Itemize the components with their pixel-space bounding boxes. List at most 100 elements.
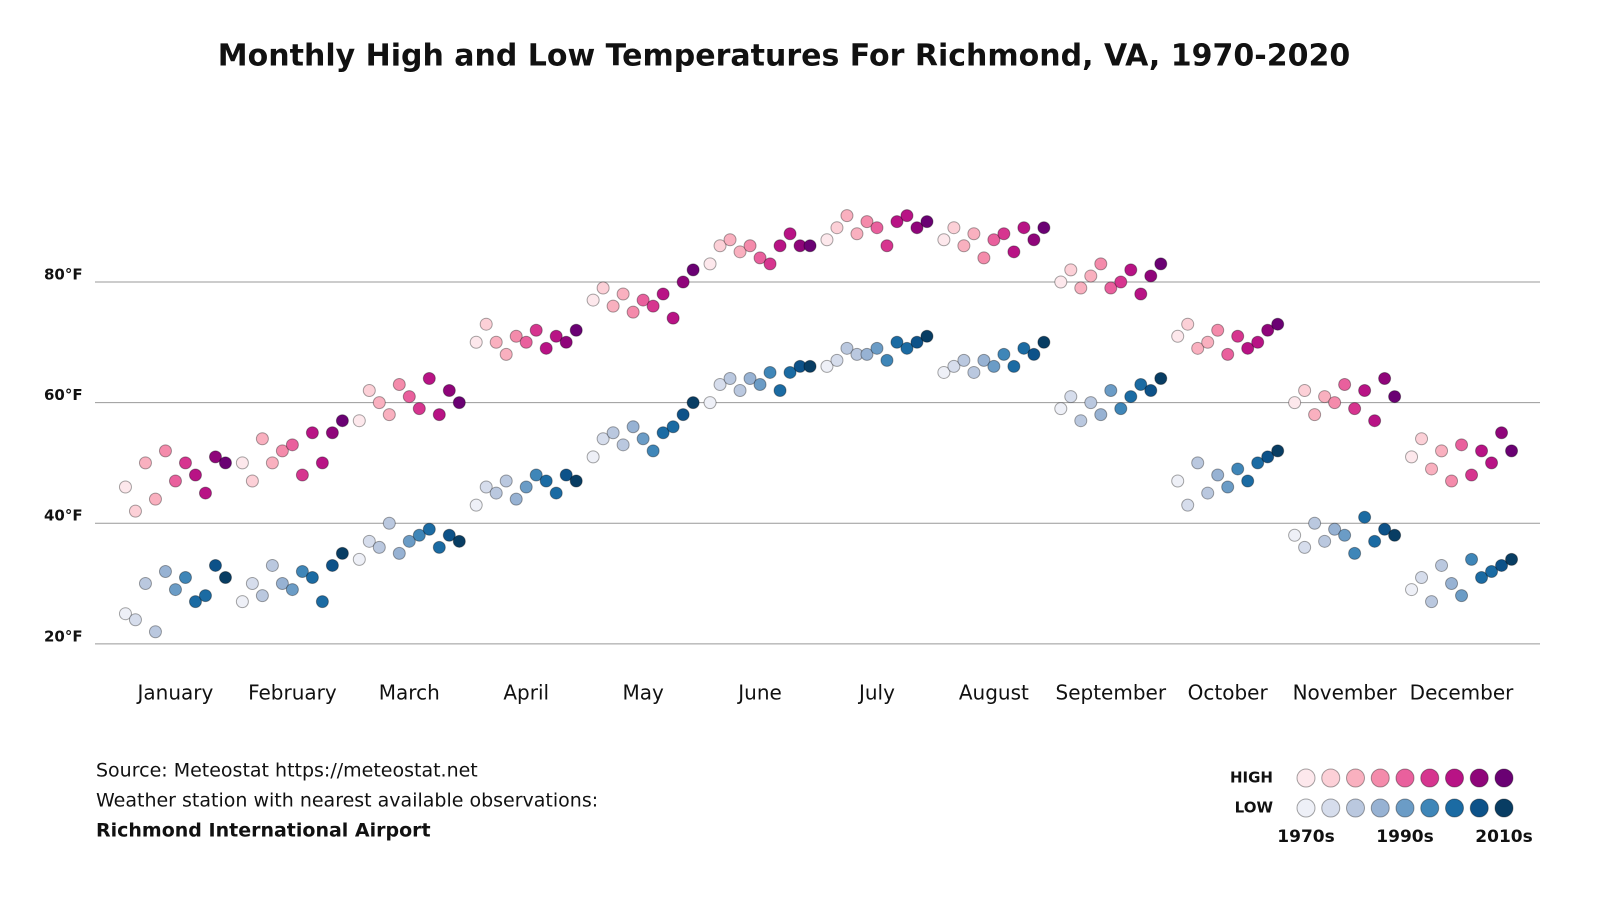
low-point — [1425, 595, 1439, 609]
high-point — [1348, 402, 1362, 416]
high-point — [830, 221, 844, 235]
high-point — [1054, 275, 1068, 289]
high-point — [1094, 257, 1108, 271]
high-point — [1495, 426, 1509, 440]
high-point — [422, 371, 436, 385]
high-point — [656, 287, 670, 301]
high-point — [1191, 341, 1205, 355]
low-point — [362, 534, 376, 548]
high-point — [1465, 468, 1479, 482]
low-point — [1368, 534, 1382, 548]
x-tick-label: April — [503, 681, 549, 705]
high-point — [860, 215, 874, 229]
high-point — [469, 335, 483, 349]
high-point — [372, 396, 386, 410]
low-point — [763, 365, 777, 379]
x-tick-label: September — [1056, 681, 1167, 705]
high-point — [1231, 329, 1245, 343]
high-point — [1134, 287, 1148, 301]
high-point — [158, 444, 172, 458]
low-point — [1405, 583, 1419, 597]
low-point — [1007, 359, 1021, 373]
low-point — [1064, 390, 1078, 404]
low-point — [1251, 456, 1265, 470]
high-point — [957, 239, 971, 253]
low-point — [626, 420, 640, 434]
high-point — [168, 474, 182, 488]
y-tick-label: 20°F — [44, 627, 83, 645]
low-point — [265, 558, 279, 572]
legend-swatch — [1469, 768, 1489, 788]
high-point — [840, 209, 854, 223]
high-point — [198, 486, 212, 500]
low-point — [519, 480, 533, 494]
low-point — [743, 371, 757, 385]
high-point — [1064, 263, 1078, 277]
low-point — [372, 540, 386, 554]
low-point — [382, 516, 396, 530]
low-point — [1388, 528, 1402, 542]
low-point — [947, 359, 961, 373]
x-tick-label: December — [1410, 681, 1514, 705]
high-point — [305, 426, 319, 440]
high-point — [1124, 263, 1138, 277]
low-point — [900, 341, 914, 355]
high-point — [1154, 257, 1168, 271]
high-point — [479, 317, 493, 331]
x-tick-label: March — [379, 681, 440, 705]
low-point — [1171, 474, 1185, 488]
low-point — [1124, 390, 1138, 404]
low-point — [178, 571, 192, 584]
high-point — [1358, 384, 1372, 398]
low-point — [997, 347, 1011, 361]
high-point — [783, 227, 797, 241]
low-point — [499, 474, 513, 488]
y-tick-label: 60°F — [44, 386, 83, 404]
low-point — [1114, 402, 1128, 416]
x-tick-label: July — [857, 681, 895, 705]
low-point — [713, 378, 727, 391]
high-point — [850, 227, 864, 241]
low-point — [432, 540, 446, 554]
high-point — [803, 239, 817, 253]
high-point — [432, 408, 446, 422]
legend-swatch — [1346, 798, 1365, 818]
legend-swatch — [1296, 798, 1316, 818]
low-point — [392, 546, 406, 560]
high-point — [1114, 275, 1128, 289]
high-point — [1251, 335, 1265, 349]
high-point — [977, 251, 991, 265]
low-point — [245, 577, 259, 591]
legend-swatch — [1445, 798, 1464, 818]
high-point — [626, 305, 640, 319]
low-point — [987, 359, 1001, 373]
low-point — [1378, 522, 1392, 536]
source-line: Source: Meteostat https://meteostat.net — [96, 760, 478, 782]
high-point — [519, 335, 533, 349]
high-point — [1455, 438, 1469, 452]
low-point — [1455, 589, 1469, 603]
high-point — [1338, 378, 1352, 391]
high-point — [753, 251, 767, 265]
high-point — [148, 492, 162, 506]
low-point — [656, 426, 670, 440]
low-point — [1231, 462, 1245, 476]
legend-swatch — [1494, 768, 1514, 788]
high-point — [1211, 323, 1225, 337]
y-tick-label: 40°F — [44, 507, 83, 525]
low-point — [138, 577, 152, 591]
high-point — [1171, 329, 1185, 343]
high-point — [178, 456, 192, 470]
high-point — [489, 335, 503, 349]
high-point — [1328, 396, 1342, 410]
high-point — [713, 239, 727, 253]
low-point — [596, 432, 610, 446]
high-point — [1405, 450, 1419, 464]
low-point — [412, 528, 426, 542]
low-point — [753, 378, 767, 391]
legend-swatch — [1420, 768, 1440, 788]
low-point — [1221, 480, 1235, 494]
high-point — [616, 287, 630, 301]
low-point — [118, 607, 132, 621]
